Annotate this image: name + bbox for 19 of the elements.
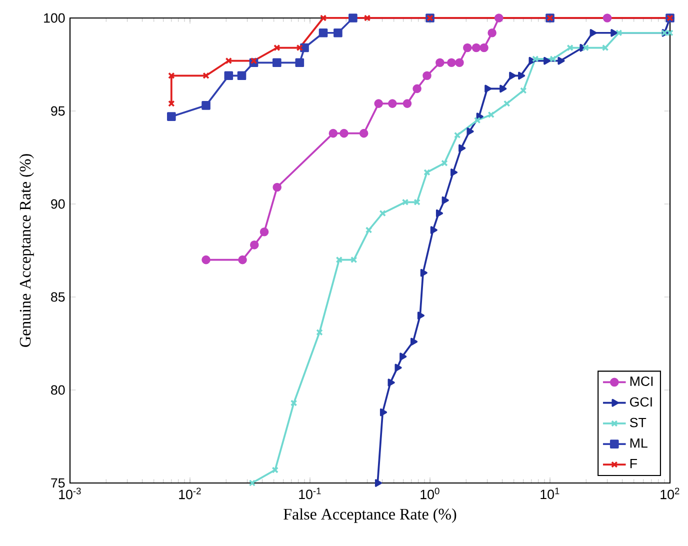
y-tick-label: 80 <box>51 385 65 395</box>
y-tick-label: 100 <box>44 13 65 23</box>
x-tick-label: 10$^{-2}$ <box>179 488 201 500</box>
x-axis-title: False Acceptance Rate (%) <box>284 508 456 523</box>
legend-label: ST <box>630 418 646 428</box>
y-tick-label: 85 <box>51 292 65 302</box>
x-tick-label: 10$^{-1}$ <box>299 488 321 500</box>
legend-label: ML <box>630 438 648 448</box>
x-tick-label: 10$^{-3}$ <box>59 488 81 500</box>
x-tick-label: 10$^{1}$ <box>540 488 560 500</box>
y-axis-title: Genuine Acceptance Rate (%) <box>19 154 34 347</box>
y-tick-label: 90 <box>51 199 65 209</box>
x-tick-label: 10$^{0}$ <box>420 488 440 500</box>
y-tick-label: 75 <box>51 478 65 488</box>
legend-label: F <box>630 458 637 468</box>
x-tick-label: 10$^{2}$ <box>660 488 680 500</box>
legend-label: GCI <box>630 397 652 407</box>
legend-label: MCI <box>630 376 653 386</box>
y-tick-label: 95 <box>51 106 65 116</box>
